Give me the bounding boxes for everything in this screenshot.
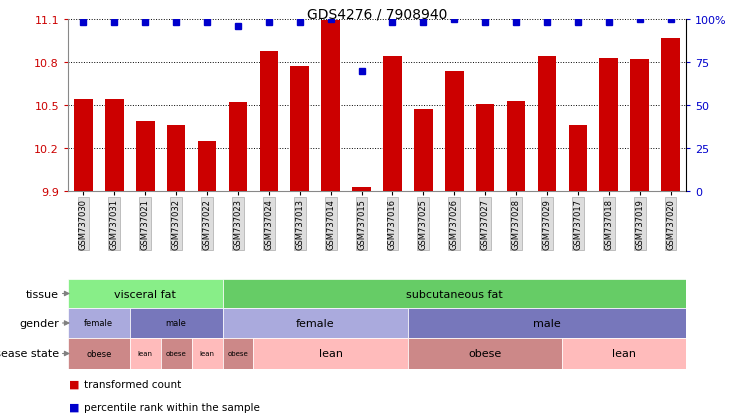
Bar (191, 338, 223, 369)
Text: lean: lean (319, 349, 342, 358)
Bar (476, 104, 494, 192)
Bar (228, 103, 247, 192)
Bar (198, 142, 216, 192)
Bar (130, 338, 161, 369)
Bar (223, 308, 408, 338)
Text: tissue: tissue (26, 289, 59, 299)
Bar (68, 279, 223, 308)
Bar (74, 100, 93, 192)
Bar (321, 21, 340, 192)
Text: lean: lean (612, 349, 637, 358)
Bar (353, 187, 371, 192)
Text: female: female (85, 319, 113, 328)
Bar (167, 126, 185, 192)
Bar (408, 308, 686, 338)
Text: disease state: disease state (0, 349, 59, 358)
Text: percentile rank within the sample: percentile rank within the sample (84, 402, 260, 412)
Bar (661, 38, 680, 192)
Text: gender: gender (19, 318, 59, 328)
Bar (223, 338, 253, 369)
Bar (68, 338, 130, 369)
Bar (161, 338, 191, 369)
Text: ■: ■ (69, 379, 80, 389)
Bar (105, 100, 123, 192)
Text: obese: obese (166, 351, 187, 357)
Bar (631, 60, 649, 192)
Text: male: male (166, 319, 187, 328)
Bar (599, 59, 618, 192)
Text: lean: lean (138, 351, 153, 357)
Bar (414, 110, 433, 192)
Bar (130, 308, 223, 338)
Bar (291, 67, 309, 192)
Bar (260, 51, 278, 192)
Text: subcutaneous fat: subcutaneous fat (406, 289, 503, 299)
Bar (445, 71, 464, 192)
Bar (383, 57, 402, 192)
Text: female: female (296, 318, 334, 328)
Bar (562, 338, 686, 369)
Text: obese: obese (228, 351, 248, 357)
Text: visceral fat: visceral fat (115, 289, 176, 299)
Text: transformed count: transformed count (84, 379, 181, 389)
Bar (538, 57, 556, 192)
Text: ■: ■ (69, 402, 80, 412)
Bar (253, 338, 408, 369)
Bar (223, 279, 686, 308)
Text: male: male (533, 318, 561, 328)
Bar (507, 102, 526, 192)
Bar (569, 126, 587, 192)
Bar (136, 121, 155, 192)
Text: lean: lean (199, 351, 215, 357)
Bar (408, 338, 562, 369)
Text: GDS4276 / 7908940: GDS4276 / 7908940 (307, 8, 447, 22)
Text: obese: obese (86, 349, 112, 358)
Bar (68, 308, 130, 338)
Text: obese: obese (469, 349, 502, 358)
